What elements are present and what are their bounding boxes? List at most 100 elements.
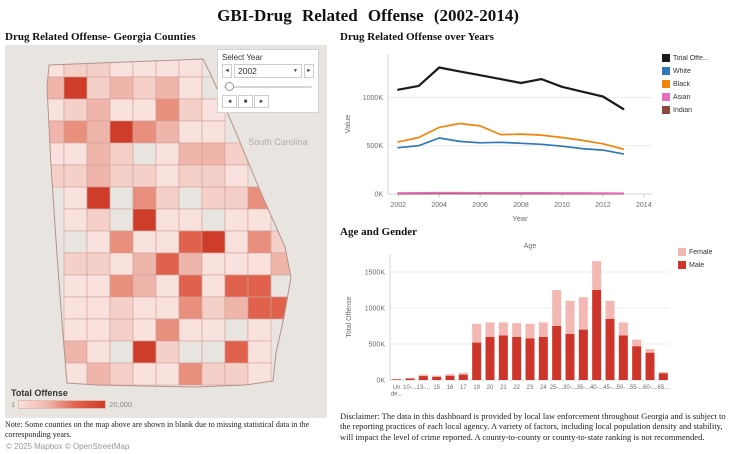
county-shape[interactable]: [155, 164, 180, 188]
line-series[interactable]: [397, 191, 625, 195]
county-shape[interactable]: [132, 230, 157, 254]
bar-female-segment[interactable]: [458, 372, 468, 375]
county-shape[interactable]: [109, 362, 134, 386]
bar-male-segment[interactable]: [485, 336, 495, 380]
county-shape[interactable]: [155, 76, 180, 100]
county-shape[interactable]: [86, 186, 111, 210]
county-shape[interactable]: [63, 164, 88, 188]
county-shape[interactable]: [224, 208, 249, 232]
slider-handle[interactable]: [225, 82, 234, 91]
bar-female-segment[interactable]: [658, 372, 668, 374]
year-next-button[interactable]: ►: [304, 64, 314, 78]
bar-female-segment[interactable]: [485, 322, 495, 337]
county-shape[interactable]: [178, 296, 203, 320]
bar-female-segment[interactable]: [405, 377, 415, 379]
bar-female-segment[interactable]: [618, 322, 628, 336]
line-series[interactable]: [397, 122, 625, 150]
county-shape[interactable]: [155, 274, 180, 298]
line-legend-item[interactable]: Total Offe...: [662, 54, 734, 62]
county-shape[interactable]: [86, 55, 111, 78]
bar-male-segment[interactable]: [405, 378, 415, 380]
county-shape[interactable]: [86, 230, 111, 254]
bar-female-segment[interactable]: [605, 300, 615, 319]
line-series[interactable]: [397, 66, 625, 111]
county-shape[interactable]: [109, 252, 134, 276]
county-shape[interactable]: [63, 120, 88, 144]
county-shape[interactable]: [178, 230, 203, 254]
county-shape[interactable]: [201, 252, 226, 276]
county-shape[interactable]: [155, 186, 180, 210]
bar-female-segment[interactable]: [552, 290, 562, 326]
county-shape[interactable]: [155, 55, 180, 78]
county-shape[interactable]: [224, 186, 249, 210]
county-shape[interactable]: [247, 252, 272, 276]
bar-legend-item[interactable]: Female: [678, 248, 734, 256]
county-shape[interactable]: [63, 186, 88, 210]
county-shape[interactable]: [109, 55, 134, 78]
county-shape[interactable]: [155, 296, 180, 320]
county-shape[interactable]: [201, 164, 226, 188]
step-back-button[interactable]: ◄: [222, 95, 237, 108]
stop-button[interactable]: ■: [238, 95, 253, 108]
county-shape[interactable]: [132, 186, 157, 210]
county-shape[interactable]: [63, 76, 88, 100]
county-shape[interactable]: [201, 340, 226, 364]
bar-male-segment[interactable]: [498, 335, 508, 380]
year-prev-button[interactable]: ◄: [222, 64, 232, 78]
county-shape[interactable]: [247, 274, 272, 298]
county-shape[interactable]: [86, 362, 111, 386]
county-shape[interactable]: [155, 98, 180, 122]
bar-male-segment[interactable]: [392, 379, 402, 380]
county-shape[interactable]: [201, 142, 226, 166]
county-shape[interactable]: [86, 142, 111, 166]
county-shape[interactable]: [132, 55, 157, 78]
county-shape[interactable]: [201, 230, 226, 254]
bar-female-segment[interactable]: [432, 375, 442, 377]
bar-male-segment[interactable]: [658, 373, 668, 380]
county-shape[interactable]: [178, 55, 203, 78]
county-shape[interactable]: [41, 55, 65, 78]
county-shape[interactable]: [132, 296, 157, 320]
county-shape[interactable]: [270, 296, 294, 320]
county-shape[interactable]: [155, 362, 180, 386]
county-shape[interactable]: [178, 164, 203, 188]
offense-over-years-line-chart[interactable]: 0K 500K 1000K 2002 2004 2006 2008 2010 2012 2014 Y…: [340, 44, 658, 224]
county-shape[interactable]: [63, 296, 88, 320]
bar-female-segment[interactable]: [592, 261, 602, 290]
bar-female-segment[interactable]: [498, 322, 508, 336]
year-dropdown[interactable]: 2002 ▼: [234, 64, 302, 78]
county-shape[interactable]: [132, 252, 157, 276]
bar-male-segment[interactable]: [565, 333, 575, 380]
line-legend-item[interactable]: Asian: [662, 93, 734, 101]
county-shape[interactable]: [247, 296, 272, 320]
county-shape[interactable]: [63, 362, 88, 386]
county-shape[interactable]: [224, 362, 249, 386]
county-shape[interactable]: [86, 252, 111, 276]
county-shape[interactable]: [132, 362, 157, 386]
county-shape[interactable]: [224, 296, 249, 320]
county-shape[interactable]: [63, 340, 88, 364]
bar-female-segment[interactable]: [445, 374, 455, 376]
bar-legend-item[interactable]: Male: [678, 261, 734, 269]
county-shape[interactable]: [63, 252, 88, 276]
line-legend-item[interactable]: Indian: [662, 106, 734, 114]
bar-male-segment[interactable]: [632, 346, 642, 380]
bar-male-segment[interactable]: [458, 374, 468, 380]
county-shape[interactable]: [63, 142, 88, 166]
county-shape[interactable]: [132, 274, 157, 298]
county-shape[interactable]: [178, 76, 203, 100]
year-slider[interactable]: [222, 81, 314, 93]
county-shape[interactable]: [63, 230, 88, 254]
bar-male-segment[interactable]: [538, 336, 548, 380]
bar-female-segment[interactable]: [525, 323, 535, 339]
county-shape[interactable]: [224, 340, 249, 364]
county-shape[interactable]: [224, 274, 249, 298]
bar-female-segment[interactable]: [565, 300, 575, 334]
county-shape[interactable]: [63, 318, 88, 342]
county-shape[interactable]: [247, 340, 272, 364]
bar-female-segment[interactable]: [472, 323, 482, 343]
county-shape[interactable]: [155, 318, 180, 342]
county-shape[interactable]: [178, 252, 203, 276]
bar-female-segment[interactable]: [578, 297, 588, 330]
